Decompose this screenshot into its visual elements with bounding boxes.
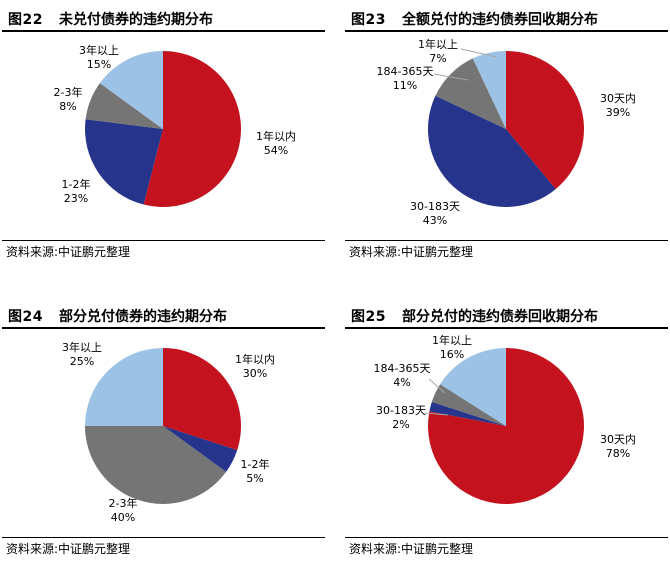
slice-percent-label: 11% <box>393 79 417 92</box>
slice-percent-label: 54% <box>264 144 288 157</box>
slice-percent-label: 8% <box>59 100 76 113</box>
pie-slice <box>143 51 241 207</box>
slice-percent-label: 23% <box>64 192 88 205</box>
pie-slice <box>163 426 238 472</box>
figure-title-text: 未兑付债券的违约期分布 <box>58 12 213 28</box>
slice-percent-label: 78% <box>606 447 630 460</box>
pie-slice <box>427 348 584 504</box>
slice-category-label: 30天内 <box>600 432 636 446</box>
slice-category-label: 30-183天 <box>376 404 426 417</box>
chart-title: 图22 未兑付债券的违约期分布 <box>2 6 325 32</box>
slice-category-label: 184-365天 <box>374 362 431 375</box>
figure-number: 图22 <box>8 12 43 28</box>
pie-slice <box>472 51 506 129</box>
figure-title-text: 部分兑付债券的违约期分布 <box>58 309 227 325</box>
figure-number: 图25 <box>351 309 386 325</box>
figure-title-text: 全额兑付的违约债券回收期分布 <box>401 12 598 28</box>
slice-percent-label: 30% <box>243 367 267 380</box>
pie-chart-area: 30天内 39% 30-183天 43% 184-365天 11% 1年以上 7% <box>345 32 668 240</box>
figure-title-text: 部分兑付的违约债券回收期分布 <box>401 309 598 325</box>
pie-slice <box>431 384 506 426</box>
source-note: 资料来源:中证鹏元整理 <box>2 240 325 260</box>
slice-category-label: 30-183天 <box>410 200 460 213</box>
slice-category-label: 1年以内 <box>256 129 296 143</box>
label-leader-line <box>424 412 449 416</box>
chart-title: 图24 部分兑付债券的违约期分布 <box>2 303 325 329</box>
slice-category-label: 1-2年 <box>62 177 91 191</box>
pie-slice <box>429 401 506 426</box>
slice-percent-label: 40% <box>111 511 135 524</box>
slice-percent-label: 2% <box>392 418 409 431</box>
slice-category-label: 3年以上 <box>62 340 102 354</box>
slice-percent-label: 4% <box>393 376 410 389</box>
pie-slice <box>435 58 506 129</box>
figure-number: 图23 <box>351 12 386 28</box>
slice-category-label: 1-2年 <box>241 457 270 471</box>
source-note: 资料来源:中证鹏元整理 <box>2 537 325 557</box>
pie-slice <box>163 348 241 451</box>
chart-panel-fig25: 图25 部分兑付的违约债券回收期分布 30天内 78% 30-183天 2% 184-3… <box>345 303 668 557</box>
label-leader-line <box>460 48 498 58</box>
pie-slice <box>427 95 556 208</box>
slice-percent-label: 25% <box>70 355 94 368</box>
slice-category-label: 2-3年 <box>54 85 83 99</box>
pie-slice <box>440 348 506 426</box>
pie-chart-area: 1年以内 30% 1-2年 5% 2-3年 40% 3年以上 25% <box>2 329 325 537</box>
pie-slice <box>85 119 163 205</box>
slice-category-label: 3年以上 <box>79 43 119 57</box>
chart-panel-fig23: 图23 全额兑付的违约债券回收期分布 30天内 39% 30-183天 43% 184-… <box>345 6 668 260</box>
source-note: 资料来源:中证鹏元整理 <box>345 240 668 260</box>
slice-percent-label: 5% <box>246 472 263 485</box>
slice-category-label: 30天内 <box>600 91 636 105</box>
slice-category-label: 2-3年 <box>109 496 138 510</box>
label-leader-line <box>433 73 469 81</box>
chart-panel-fig22: 图22 未兑付债券的违约期分布 1年以内 54% 1-2年 23% 2-3年 8% 3年以上… <box>2 6 325 260</box>
pie-chart-area: 1年以内 54% 1-2年 23% 2-3年 8% 3年以上 15% <box>2 32 325 240</box>
slice-percent-label: 39% <box>606 106 630 119</box>
pie-chart-area: 30天内 78% 30-183天 2% 184-365天 4% 1年以上 16% <box>345 329 668 537</box>
label-leader-line <box>428 378 446 394</box>
chart-title: 图23 全额兑付的违约债券回收期分布 <box>345 6 668 32</box>
chart-panel-fig24: 图24 部分兑付债券的违约期分布 1年以内 30% 1-2年 5% 2-3年 40% 3年以… <box>2 303 325 557</box>
slice-category-label: 1年以上 <box>432 333 472 347</box>
slice-percent-label: 43% <box>423 214 447 227</box>
pie-slice <box>506 51 585 190</box>
pie-slice <box>85 83 163 129</box>
slice-percent-label: 7% <box>429 52 446 65</box>
slice-category-label: 1年以内 <box>235 352 275 366</box>
source-note: 资料来源:中证鹏元整理 <box>345 537 668 557</box>
slice-percent-label: 15% <box>87 58 111 71</box>
chart-title: 图25 部分兑付的违约债券回收期分布 <box>345 303 668 329</box>
pie-slice <box>85 426 227 504</box>
slice-category-label: 184-365天 <box>377 65 434 78</box>
pie-slice <box>99 51 163 129</box>
figure-number: 图24 <box>8 309 43 325</box>
slice-category-label: 1年以上 <box>418 37 458 51</box>
pie-slice <box>85 348 163 426</box>
slice-percent-label: 16% <box>440 348 464 361</box>
